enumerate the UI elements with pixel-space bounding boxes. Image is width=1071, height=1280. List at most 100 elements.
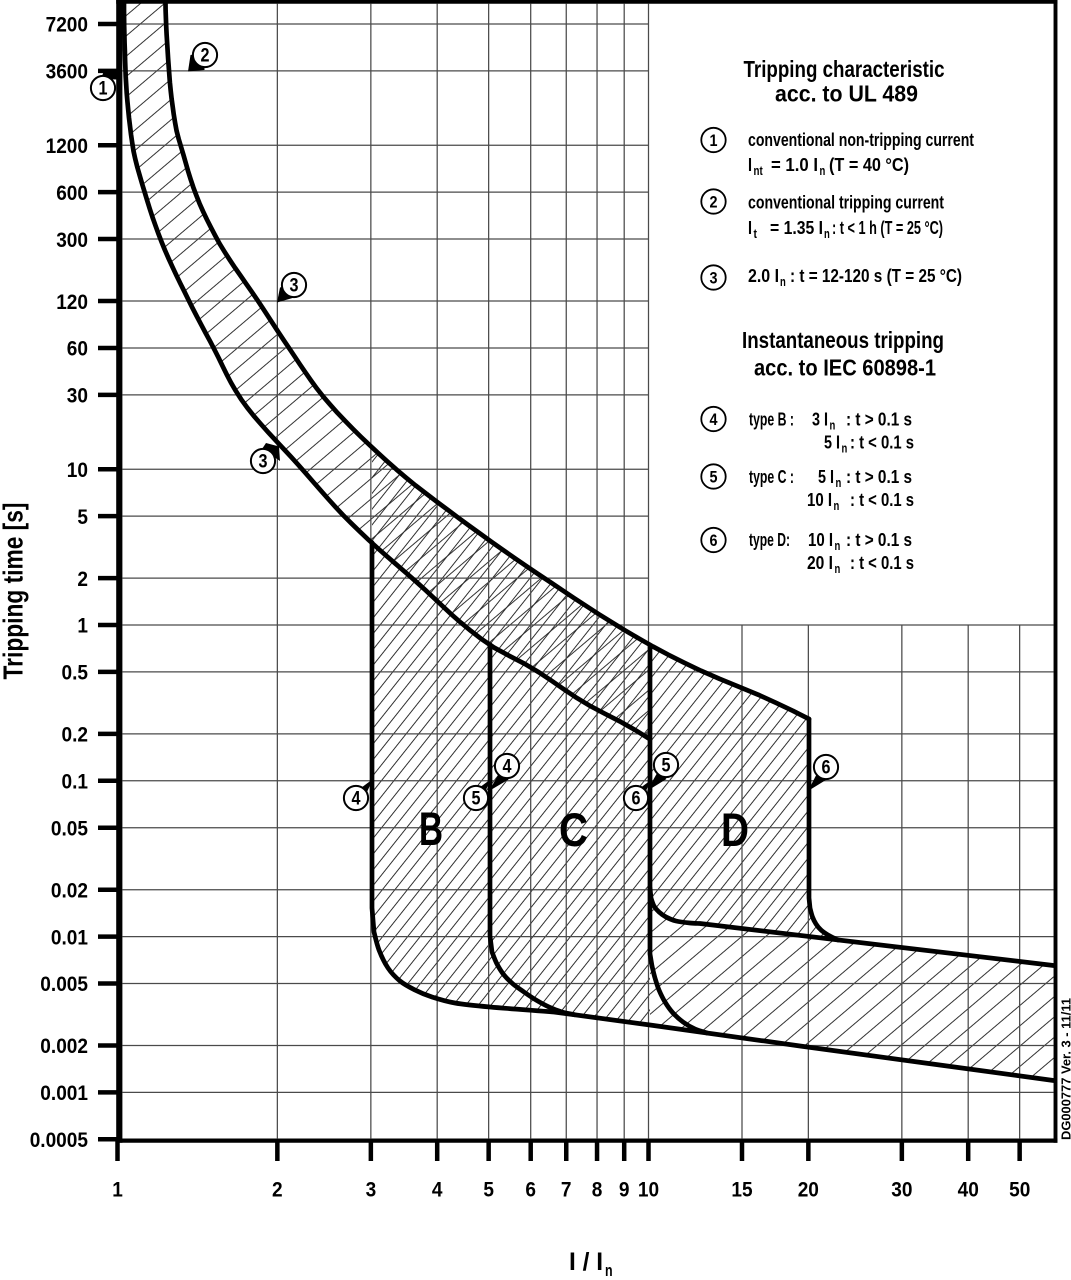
svg-text:600: 600 (56, 181, 88, 205)
svg-text:120: 120 (56, 290, 88, 314)
svg-text:n: n (780, 274, 786, 289)
svg-text:5: 5 (77, 505, 88, 529)
svg-text:15: 15 (731, 1178, 752, 1202)
svg-text:: t > 0.1 s: : t > 0.1 s (846, 410, 912, 430)
svg-text:Instantaneous tripping: Instantaneous tripping (742, 327, 944, 353)
svg-text:3 I: 3 I (812, 410, 828, 430)
svg-text:n: n (836, 475, 842, 490)
svg-text:6: 6 (822, 758, 831, 779)
svg-text:0.001: 0.001 (40, 1081, 88, 1105)
svg-text:: t > 0.1 s: : t > 0.1 s (846, 530, 912, 550)
svg-text:10 I: 10 I (808, 530, 833, 550)
svg-text:t: t (754, 226, 758, 241)
svg-text:30: 30 (67, 384, 88, 408)
svg-text:Tripping characteristic: Tripping characteristic (744, 56, 945, 82)
svg-text:4: 4 (432, 1178, 443, 1202)
svg-text:9: 9 (619, 1178, 630, 1202)
svg-text:0.1: 0.1 (62, 770, 89, 794)
svg-text:: t = 12-120 s (T = 25 °C): : t = 12-120 s (T = 25 °C) (790, 266, 962, 286)
svg-text:0.01: 0.01 (51, 925, 88, 949)
svg-text:7: 7 (561, 1178, 572, 1202)
svg-text:0.002: 0.002 (40, 1034, 88, 1058)
svg-text:DG000777 Ver. 3 - 11/11: DG000777 Ver. 3 - 11/11 (1060, 998, 1071, 1140)
svg-text:I: I (748, 155, 752, 175)
svg-text:1: 1 (99, 79, 108, 100)
svg-text:conventional non-tripping curr: conventional non-tripping current (748, 130, 974, 150)
svg-text:300: 300 (56, 228, 88, 252)
svg-text:3: 3 (290, 276, 299, 297)
svg-text:I: I (748, 218, 752, 238)
svg-text:n: n (820, 163, 826, 178)
svg-text:0.2: 0.2 (62, 723, 89, 747)
svg-text:20: 20 (798, 1178, 819, 1202)
svg-text:30: 30 (891, 1178, 912, 1202)
svg-text:acc. to IEC 60898-1: acc. to IEC 60898-1 (754, 355, 936, 381)
svg-text:2: 2 (710, 193, 718, 212)
svg-text:4: 4 (352, 789, 361, 810)
svg-text:3: 3 (366, 1178, 377, 1202)
svg-text:7200: 7200 (46, 13, 88, 37)
svg-text:(T = 40 °C): (T = 40 °C) (829, 155, 909, 175)
svg-text:type B :: type B : (749, 410, 794, 430)
svg-text:10: 10 (638, 1178, 659, 1202)
svg-text:acc. to UL 489: acc. to UL 489 (775, 81, 918, 107)
svg-text:5 I: 5 I (818, 467, 834, 487)
svg-text:5: 5 (710, 468, 718, 487)
svg-text:n: n (605, 1261, 613, 1280)
svg-text:20 I: 20 I (807, 553, 833, 573)
svg-text:: t < 0.1 s: : t < 0.1 s (850, 433, 914, 453)
svg-text:n: n (830, 418, 836, 433)
svg-text:nt: nt (754, 163, 764, 178)
svg-text:: t < 0.1 s: : t < 0.1 s (850, 490, 914, 510)
svg-text:2.0 I: 2.0 I (748, 266, 779, 286)
svg-text:= 1.0 I: = 1.0 I (771, 155, 818, 175)
svg-text:3600: 3600 (46, 60, 88, 84)
svg-text:1: 1 (112, 1178, 123, 1202)
svg-text:5: 5 (662, 756, 671, 777)
svg-text:60: 60 (67, 337, 88, 361)
svg-text:3: 3 (710, 269, 718, 288)
svg-text:conventional tripping current: conventional tripping current (748, 193, 944, 213)
svg-text:2: 2 (77, 567, 88, 591)
svg-text:5 I: 5 I (824, 433, 840, 453)
svg-text:n: n (842, 441, 848, 456)
svg-text:1: 1 (710, 131, 718, 150)
svg-text:1: 1 (77, 614, 88, 638)
svg-text:0.02: 0.02 (51, 878, 88, 902)
svg-text:type D:: type D: (749, 530, 790, 550)
svg-text:= 1.35 I: = 1.35 I (770, 218, 823, 238)
svg-text:: t < 0.1 s: : t < 0.1 s (850, 553, 914, 573)
svg-text:0.05: 0.05 (51, 816, 88, 840)
svg-text:1200: 1200 (46, 134, 88, 158)
svg-text:D: D (721, 803, 749, 856)
svg-text:: t > 0.1 s: : t > 0.1 s (846, 467, 912, 487)
svg-text:10 I: 10 I (807, 490, 832, 510)
svg-text:40: 40 (958, 1178, 979, 1202)
svg-text:6: 6 (525, 1178, 536, 1202)
svg-text:: t < 1 h (T = 25 °C): : t < 1 h (T = 25 °C) (832, 218, 943, 238)
svg-text:50: 50 (1009, 1178, 1030, 1202)
svg-text:n: n (824, 226, 830, 241)
svg-text:10: 10 (67, 458, 88, 482)
svg-text:type C :: type C : (749, 467, 794, 487)
svg-text:Tripping time [s]: Tripping time [s] (0, 503, 29, 680)
svg-text:0.0005: 0.0005 (30, 1128, 88, 1152)
svg-text:C: C (559, 803, 588, 856)
svg-text:4: 4 (710, 410, 718, 429)
svg-text:6: 6 (710, 531, 718, 550)
svg-text:6: 6 (632, 789, 641, 810)
svg-text:4: 4 (503, 757, 512, 778)
svg-text:2: 2 (272, 1178, 283, 1202)
svg-text:n: n (835, 561, 841, 576)
svg-text:n: n (834, 498, 840, 513)
svg-text:5: 5 (483, 1178, 494, 1202)
svg-text:I / I: I / I (569, 1248, 603, 1276)
svg-text:0.005: 0.005 (40, 972, 88, 996)
svg-text:5: 5 (472, 789, 481, 810)
svg-text:B: B (419, 802, 443, 855)
svg-text:0.5: 0.5 (62, 661, 89, 685)
svg-text:3: 3 (259, 452, 268, 473)
svg-text:2: 2 (201, 46, 210, 67)
svg-text:n: n (835, 538, 841, 553)
svg-text:8: 8 (592, 1178, 603, 1202)
